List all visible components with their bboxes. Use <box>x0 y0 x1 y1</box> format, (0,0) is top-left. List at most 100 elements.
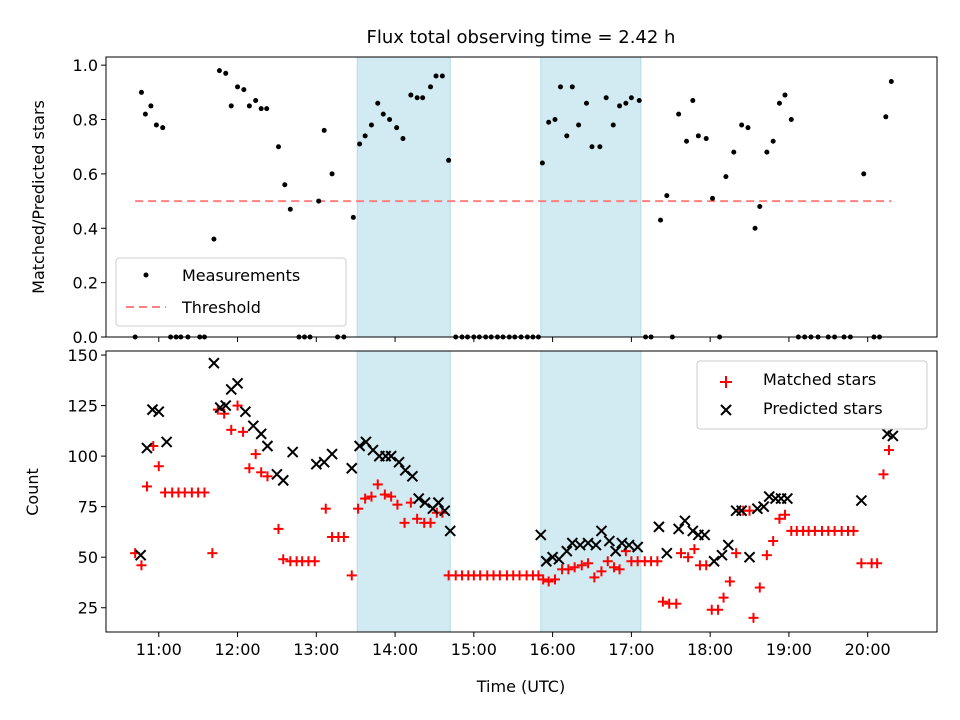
measurement-point <box>745 125 751 131</box>
predicted-star-point <box>255 428 267 440</box>
measurement-point <box>739 122 745 128</box>
measurement-point <box>589 144 595 150</box>
measurement-point <box>329 171 335 177</box>
predicted-marker-b <box>438 504 451 517</box>
predicted-marker-b <box>758 500 770 513</box>
measurement-point <box>731 149 737 155</box>
measurement-point <box>888 78 894 84</box>
count-y-axis-label: Count <box>23 468 42 516</box>
predicted-marker-b <box>595 525 608 537</box>
predicted-star-point <box>231 377 244 390</box>
matched-star-point <box>338 531 349 542</box>
predicted-marker-b <box>616 537 628 549</box>
predicted-marker-b <box>722 539 734 551</box>
predicted-marker-b <box>141 442 153 454</box>
predicted-marker-b <box>385 450 397 462</box>
predicted-marker-b <box>735 504 748 517</box>
matched-star-point <box>278 554 289 565</box>
predicted-star-point <box>661 547 673 559</box>
measurement-point <box>703 136 709 142</box>
predicted-marker-b <box>679 515 691 527</box>
predicted-star-point <box>153 405 165 418</box>
ratio-y-tick-label: 0.2 <box>73 274 98 293</box>
predicted-marker-b <box>887 430 899 442</box>
predicted-marker-b <box>134 549 147 561</box>
matched-star-point <box>848 525 859 536</box>
predicted-marker-b <box>698 529 711 541</box>
count-panel: 25 50 75 100 125 150 11:00 12:00 13:00 14:00 15:0… <box>23 346 938 696</box>
predicted-star-point <box>616 537 628 549</box>
predicted-marker-b <box>609 545 622 557</box>
ratio-x-ticks <box>158 337 869 342</box>
matched-star-point <box>774 513 785 524</box>
matched-star-point <box>713 604 724 615</box>
matched-star-point <box>346 570 357 581</box>
matched-star-point <box>250 449 261 460</box>
ratio-y-tick-label: 0.4 <box>73 219 98 238</box>
observing-window-1 <box>356 350 451 633</box>
matched-star-point <box>425 517 436 528</box>
matched-star-point <box>238 426 249 437</box>
measurement-point <box>788 117 794 123</box>
measurement-point <box>350 214 356 220</box>
time-x-tick-label: 13:00 <box>293 640 339 659</box>
predicted-star-point <box>540 555 553 567</box>
predicted-star-point <box>406 470 419 483</box>
matched-star-point <box>136 560 147 571</box>
matched-star-point <box>262 471 273 482</box>
predicted-star-point <box>623 539 635 551</box>
predicted-marker-b <box>255 428 267 440</box>
predicted-marker-b <box>546 551 559 563</box>
measurement-point <box>380 111 386 117</box>
predicted-marker-b <box>353 440 366 452</box>
matched-star-point <box>538 574 549 585</box>
matched-star-point <box>652 556 663 567</box>
ratio-y-tick-label: 0.8 <box>73 111 98 130</box>
ratio-panel-frame <box>105 56 938 338</box>
measurement-point <box>446 157 452 163</box>
predicted-star-point <box>277 474 289 487</box>
matched-star-point <box>273 523 284 534</box>
matched-star-point <box>569 562 580 573</box>
measurement-point <box>368 122 374 128</box>
measurement-point <box>216 68 222 74</box>
measurement-point <box>264 106 270 112</box>
time-x-tick-label: 18:00 <box>687 640 733 659</box>
measurement-point <box>375 100 381 106</box>
predicted-star-point <box>590 539 602 551</box>
predicted-marker-b <box>881 428 894 440</box>
predicted-star-point <box>385 450 397 462</box>
time-x-tick-label: 15:00 <box>451 640 497 659</box>
measurement-point <box>387 117 393 123</box>
predicted-marker-b <box>561 545 573 557</box>
measurement-point <box>636 97 642 103</box>
predicted-star-point <box>208 357 220 369</box>
matched-star-point <box>583 558 594 569</box>
matched-star-point <box>372 479 383 490</box>
predicted-star-point <box>855 494 868 507</box>
observing-window-1 <box>356 56 451 338</box>
matched-star-point <box>596 566 607 577</box>
measurement-point <box>282 182 288 188</box>
predicted-star-point <box>609 545 622 557</box>
predicted-marker-b <box>743 551 756 563</box>
matched-star-point <box>754 582 765 593</box>
matched-star-point <box>399 517 410 528</box>
measurement-point <box>684 138 690 144</box>
predicted-star-point <box>781 492 794 505</box>
count-y-tick-label: 125 <box>67 397 98 416</box>
measurement-point <box>258 106 264 112</box>
predicted-star-point <box>595 525 608 537</box>
predicted-marker-b <box>413 492 425 505</box>
predicted-star-point <box>708 555 720 567</box>
predicted-stars-legend-marker <box>720 404 732 416</box>
predicted-marker-b <box>574 539 586 551</box>
predicted-star-point <box>758 500 770 513</box>
matched-star-point <box>676 548 687 559</box>
measurement-point <box>142 111 148 117</box>
predicted-star-point <box>160 436 173 448</box>
measurement-point <box>357 141 363 147</box>
predicted-marker-b <box>687 525 699 537</box>
matched-star-point <box>872 558 883 569</box>
matched-star-point <box>360 493 371 504</box>
